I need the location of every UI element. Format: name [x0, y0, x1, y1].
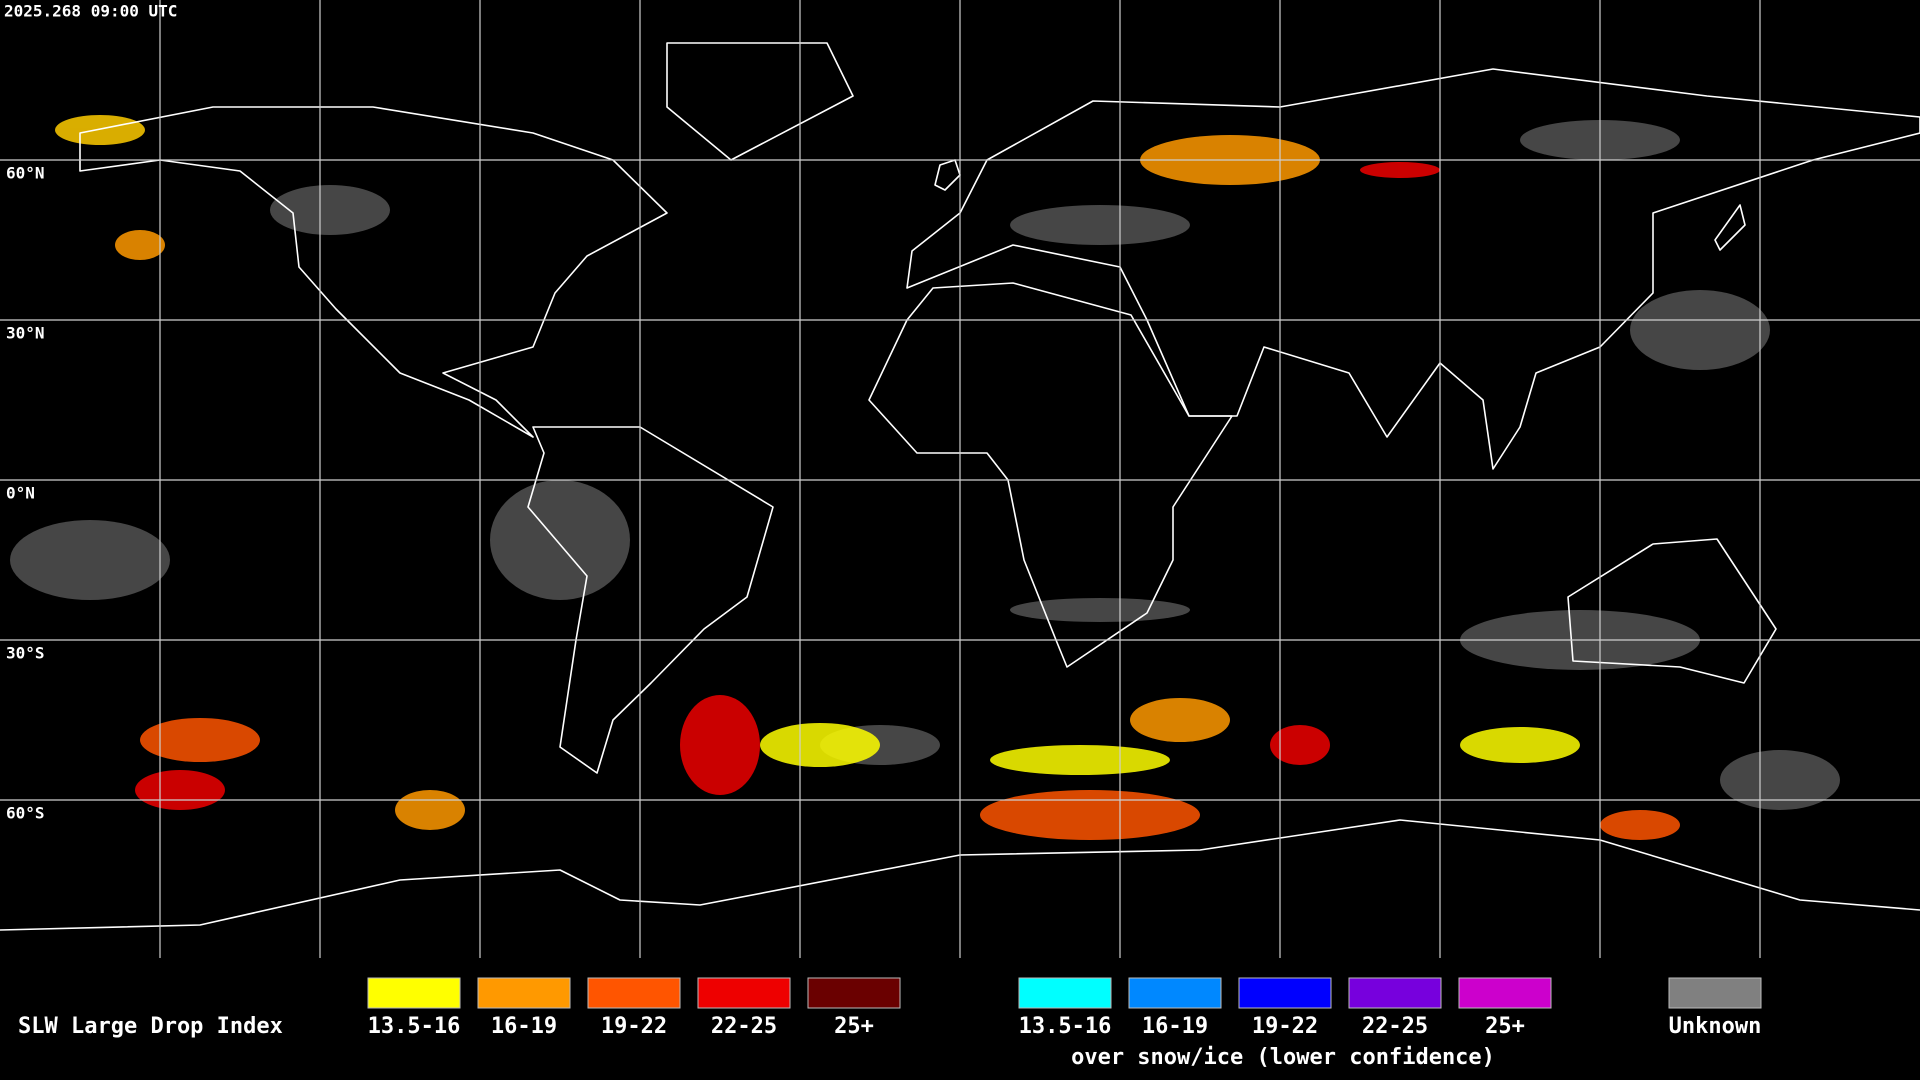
graticule: 60°N 30°N 0°N 30°S 60°S	[0, 0, 1920, 958]
legend-unknown-swatch	[1668, 977, 1762, 1009]
legend-ice-label: 19-22	[1252, 1014, 1318, 1039]
legend-liquid-swatch	[477, 977, 571, 1009]
legend-liquid-swatch	[807, 977, 901, 1009]
lat-label: 60°S	[6, 804, 45, 823]
coastlines	[0, 42, 1920, 931]
legend-ice-swatch	[1458, 977, 1552, 1009]
legend-title: SLW Large Drop Index	[18, 1014, 283, 1039]
legend-ice-swatch	[1018, 977, 1112, 1009]
legend-ice-caption: over snow/ice (lower confidence)	[1071, 1045, 1495, 1070]
legend-liquid-label: 13.5-16	[368, 1014, 461, 1039]
legend-liquid-label: 16-19	[491, 1014, 557, 1039]
lat-label: 30°N	[6, 324, 45, 343]
legend-ice-swatch	[1128, 977, 1222, 1009]
lat-label: 0°N	[6, 484, 35, 503]
legend-liquid-label: 25+	[834, 1014, 874, 1039]
legend-ice-swatch	[1348, 977, 1442, 1009]
lat-label: 60°N	[6, 164, 45, 183]
legend-liquid-label: 22-25	[711, 1014, 777, 1039]
legend-ice-label: 13.5-16	[1019, 1014, 1112, 1039]
legend-panel	[0, 958, 1920, 1080]
legend-liquid-swatch	[367, 977, 461, 1009]
legend-unknown-label: Unknown	[1669, 1014, 1762, 1039]
legend-ice-swatch	[1238, 977, 1332, 1009]
legend-liquid-swatch	[697, 977, 791, 1009]
legend: 13.5-16 16-19 19-22 22-25 25+ 13.5-16 16-19 19-…	[367, 977, 1762, 1039]
legend-ice-label: 22-25	[1362, 1014, 1428, 1039]
legend-ice-label: 25+	[1485, 1014, 1525, 1039]
legend-liquid-swatch	[587, 977, 681, 1009]
lat-label: 30°S	[6, 644, 45, 663]
timestamp: 2025.268 09:00 UTC	[4, 2, 177, 21]
legend-liquid-label: 19-22	[601, 1014, 667, 1039]
legend-ice-label: 16-19	[1142, 1014, 1208, 1039]
